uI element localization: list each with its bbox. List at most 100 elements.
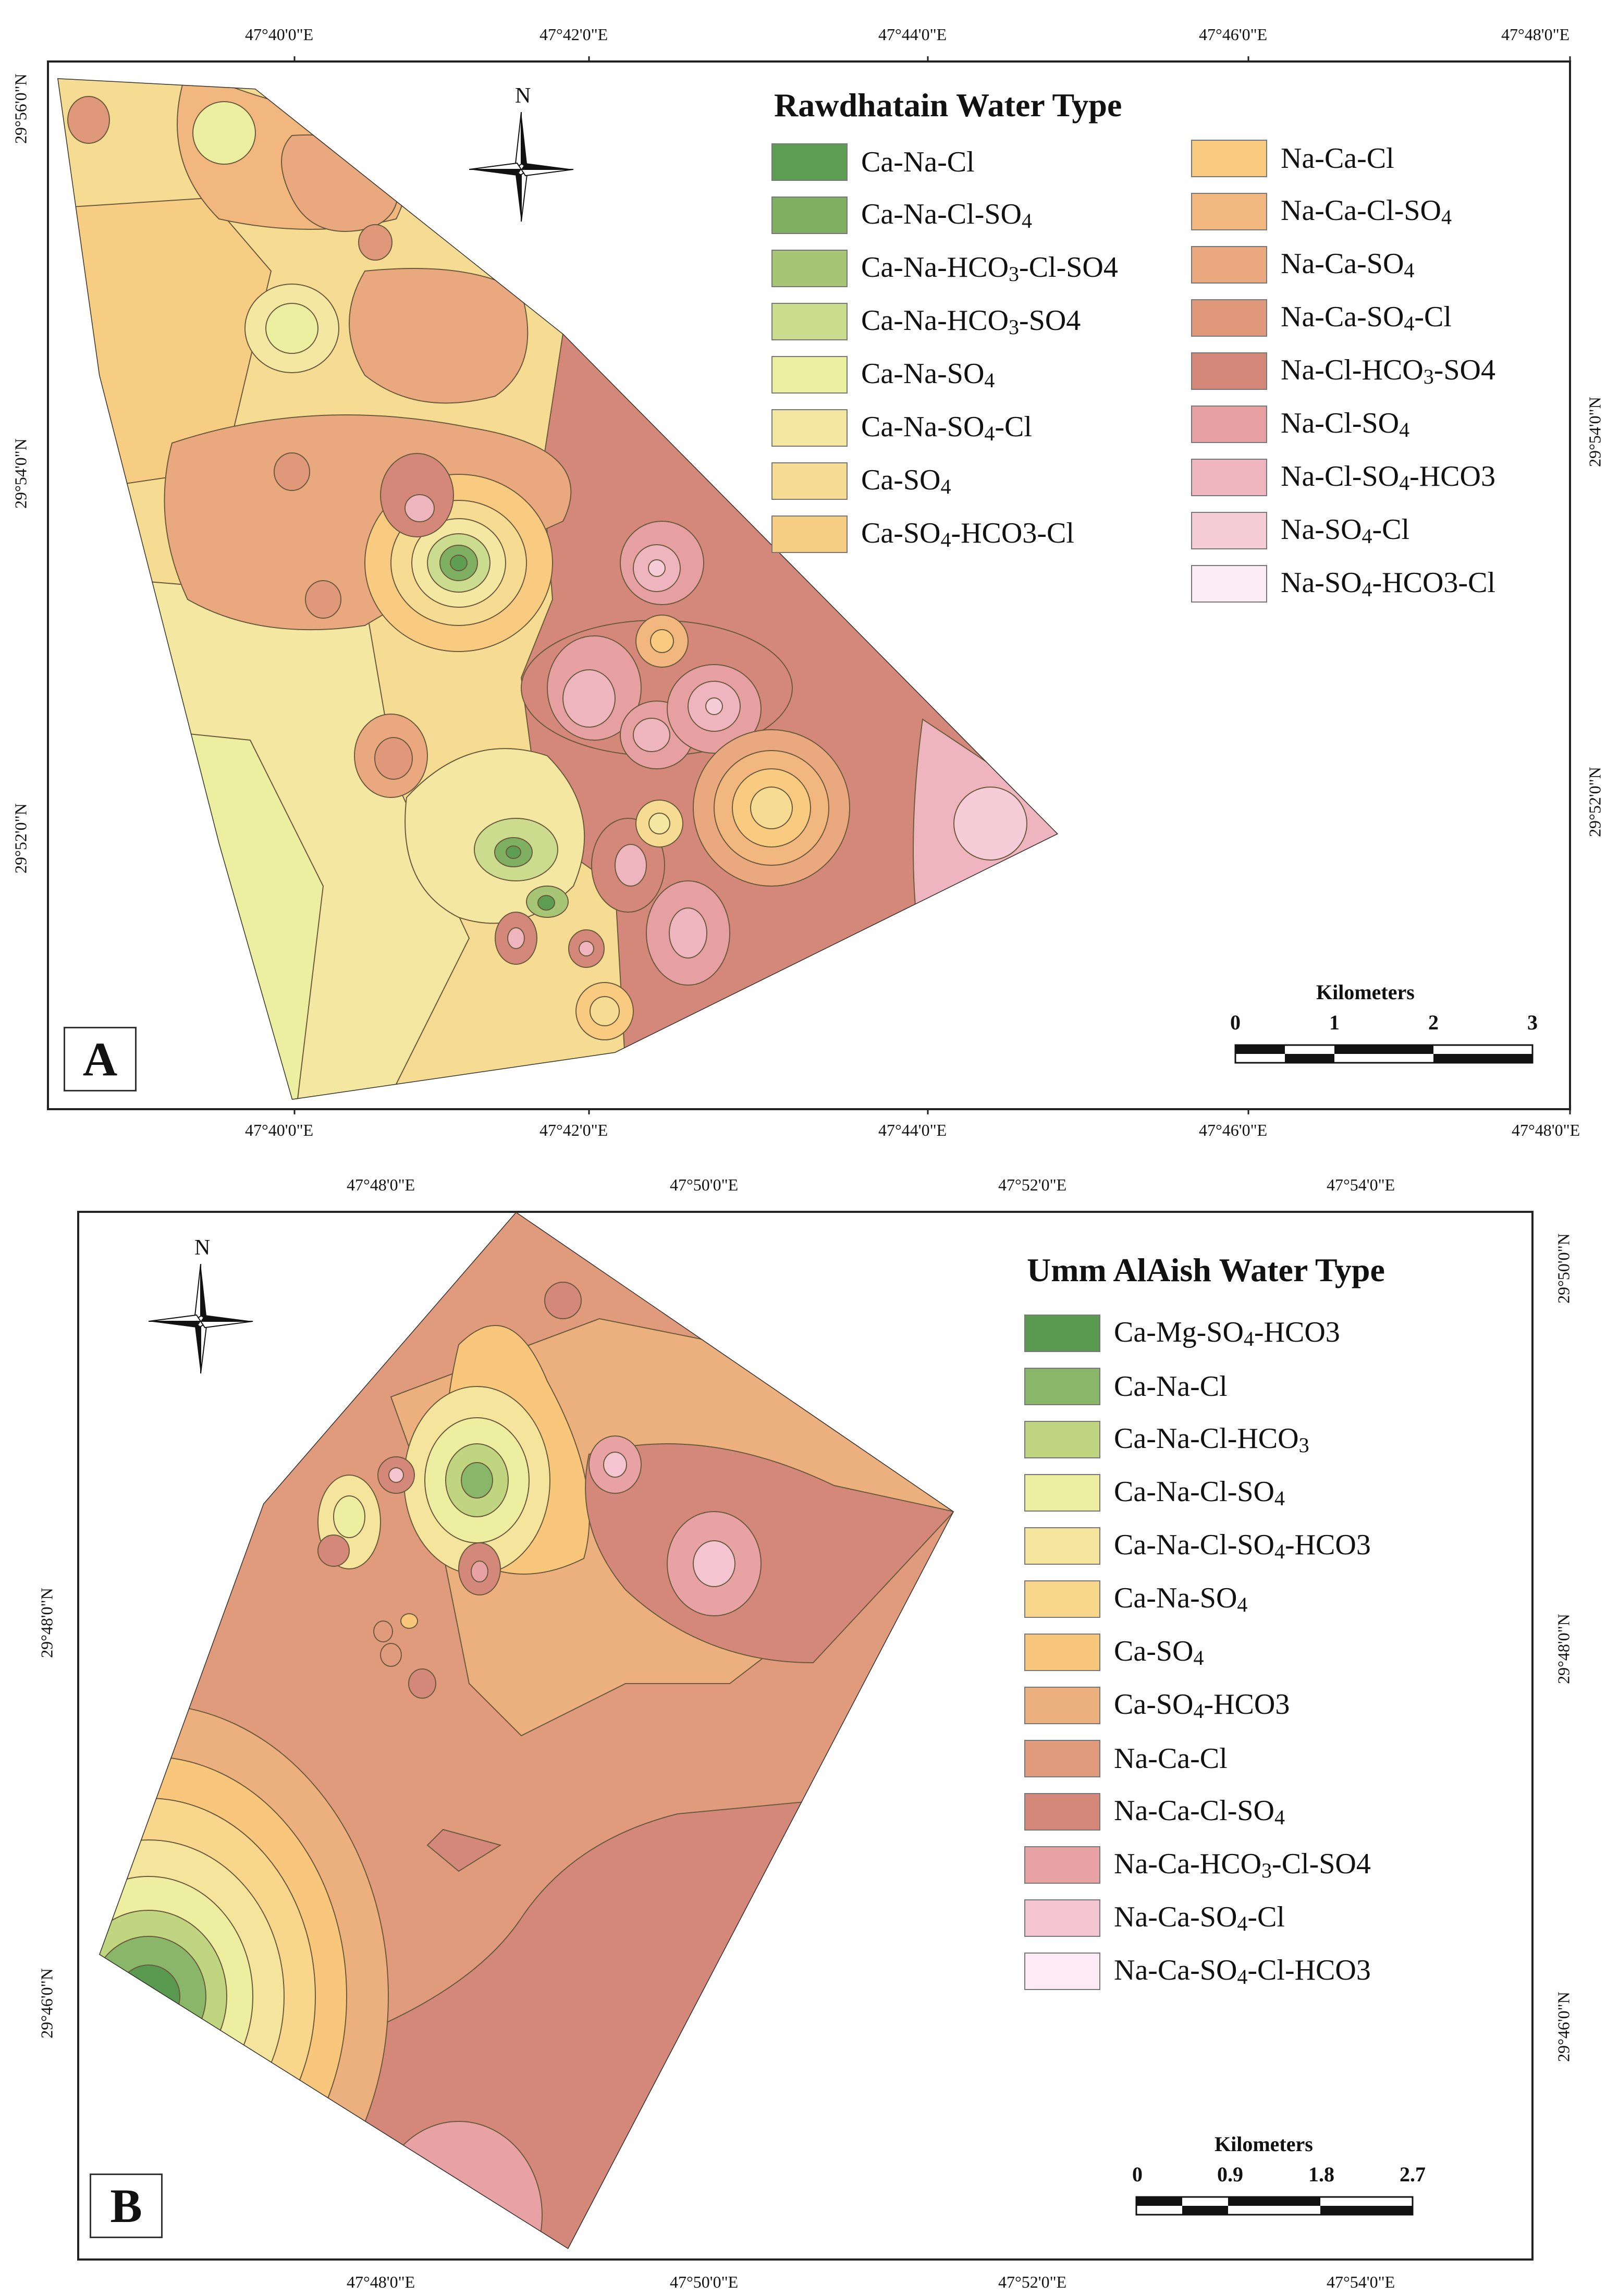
coord-label: 29°56'0"N [11, 73, 30, 144]
panel-b-umm-alaish-map: 47°48'0"E 47°50'0"E 47°52'0"E 47°54'0"E … [0, 1162, 1619, 2296]
legend-item: Ca-Na-SO4-Cl [771, 409, 1032, 447]
legend-label: Ca-Na-Cl-SO4-HCO3 [1114, 1529, 1371, 1563]
legend-swatch [1191, 406, 1267, 443]
scale-bar-graphic [1234, 1044, 1534, 1064]
legend-item: Na-Ca-Cl [1024, 1740, 1228, 1777]
legend-swatch [771, 409, 848, 447]
legend-swatch [771, 143, 848, 181]
legend-swatch [1024, 1421, 1100, 1458]
legend-item: Ca-SO4 [771, 462, 951, 500]
scale-tick: 3 [1527, 1011, 1538, 1034]
coord-label: 47°54'0"E [1327, 2273, 1395, 2291]
scale-tick: 2 [1428, 1011, 1439, 1034]
legend-item: Na-SO4-Cl [1191, 512, 1409, 549]
legend-label: Na-Ca-Cl-SO4 [1281, 194, 1452, 229]
legend-item: Ca-Na-Cl-SO4-HCO3 [1024, 1527, 1371, 1565]
legend-label: Ca-Na-Cl [861, 146, 975, 178]
north-label: N [515, 84, 531, 108]
legend-swatch [1024, 1846, 1100, 1884]
legend-label: Ca-Na-SO4 [861, 358, 995, 392]
legend-label: Ca-Na-HCO3-Cl-SO4 [861, 251, 1118, 286]
legend-label: Na-Ca-Cl [1114, 1742, 1228, 1775]
legend-swatch [1024, 1634, 1100, 1671]
coord-label: 47°42'0"E [539, 25, 608, 44]
legend-item: Ca-Na-Cl-HCO3 [1024, 1421, 1309, 1458]
legend-item: Ca-Na-Cl-SO4 [771, 197, 1032, 234]
legend-label: Na-Cl-SO4 [1281, 407, 1410, 441]
coord-label: 29°54'0"N [11, 438, 30, 509]
legend-item: Ca-Na-SO4 [1024, 1580, 1247, 1618]
legend-swatch [1024, 1527, 1100, 1565]
legend-swatch [1191, 565, 1267, 603]
legend-item: Ca-Na-HCO3-Cl-SO4 [771, 250, 1118, 287]
legend-label: Na-Cl-HCO3-SO4 [1281, 354, 1495, 388]
legend-item: Na-SO4-HCO3-Cl [1191, 565, 1495, 603]
coord-label: 47°46'0"E [1199, 1121, 1268, 1139]
coord-label: 47°48'0"E [347, 2273, 415, 2291]
coord-label: 29°50'0"N [1554, 1233, 1573, 1304]
legend-label: Na-Ca-SO4-Cl [1114, 1901, 1285, 1935]
panel-b-north-arrow: N [149, 1235, 253, 1381]
scale-tick: 2.7 [1400, 2163, 1426, 2186]
legend-swatch [1191, 299, 1267, 337]
coord-label: 47°54'0"E [1327, 1175, 1395, 1194]
scale-tick: 0 [1132, 2163, 1143, 2186]
scale-tick: 0 [1230, 1011, 1241, 1034]
legend-item: Ca-SO4 [1024, 1634, 1204, 1671]
legend-item: Ca-Na-SO4 [771, 356, 995, 394]
coord-label: 29°46'0"N [37, 1968, 56, 2039]
legend-label: Ca-Na-SO4 [1114, 1582, 1248, 1616]
legend-swatch [1191, 512, 1267, 549]
scale-tick: 0.9 [1217, 2163, 1243, 2186]
coord-label: 29°48'0"N [37, 1588, 56, 1658]
legend-item: Na-Cl-SO4-HCO3 [1191, 459, 1495, 496]
legend-swatch [1024, 1793, 1100, 1831]
panel-b-map-svg [77, 1211, 1534, 2261]
legend-label: Na-Ca-SO4 [1281, 248, 1415, 282]
legend-swatch [1024, 1899, 1100, 1937]
panel-b-legend-title: Umm AlAish Water Type [1027, 1251, 1385, 1288]
legend-item: Na-Ca-SO4-Cl-HCO3 [1024, 1953, 1371, 1990]
compass-rose-icon [149, 1264, 253, 1374]
legend-item: Ca-Na-Cl [771, 143, 975, 181]
scale-bar-graphic [1135, 2196, 1414, 2216]
legend-label: Ca-Na-SO4-Cl [861, 411, 1032, 445]
panel-a-north-arrow: N [469, 83, 573, 229]
legend-swatch [1024, 1953, 1100, 1990]
legend-label: Na-SO4-Cl [1281, 513, 1410, 548]
legend-label: Ca-Mg-SO4-HCO3 [1114, 1316, 1340, 1350]
coord-label: 47°50'0"E [670, 2273, 739, 2291]
legend-label: Na-Ca-SO4-Cl [1281, 301, 1452, 335]
legend-item: Ca-SO4-HCO3 [1024, 1687, 1290, 1724]
legend-swatch [771, 356, 848, 394]
legend-label: Ca-SO4 [861, 464, 951, 498]
legend-label: Na-Cl-SO4-HCO3 [1281, 460, 1495, 495]
coord-label: 29°54'0"N [1585, 397, 1604, 467]
legend-swatch [1024, 1474, 1100, 1512]
legend-swatch [771, 250, 848, 287]
panel-b-frame [77, 1211, 1534, 2261]
legend-item: Ca-Na-Cl [1024, 1368, 1228, 1405]
coord-label: 47°50'0"E [670, 1175, 739, 1194]
legend-item: Na-Cl-HCO3-SO4 [1191, 352, 1495, 390]
legend-swatch [1024, 1740, 1100, 1777]
legend-label: Na-Ca-Cl [1281, 142, 1394, 175]
coord-label: 47°52'0"E [998, 1175, 1067, 1194]
panel-a-label: A [64, 1027, 137, 1091]
panel-a-scale-bar: Kilometers 0 1 2 3 [1230, 980, 1538, 1069]
legend-swatch [1024, 1580, 1100, 1618]
panel-a-rawdhatain-map: 47°40'0"E 47°42'0"E 47°44'0"E 47°46'0"E … [11, 25, 1604, 1139]
legend-swatch [771, 197, 848, 234]
legend-item: Ca-Mg-SO4-HCO3 [1024, 1315, 1340, 1352]
legend-label: Ca-Na-Cl [1114, 1370, 1228, 1403]
legend-item: Ca-SO4-HCO3-Cl [771, 515, 1074, 553]
legend-item: Ca-Na-HCO3-SO4 [771, 303, 1081, 340]
legend-item: Na-Ca-Cl [1191, 140, 1394, 177]
coord-label: 47°44'0"E [878, 25, 947, 44]
north-label: N [194, 1236, 211, 1260]
legend-label: Na-SO4-HCO3-Cl [1281, 567, 1495, 601]
coord-label: 47°44'0"E [878, 1121, 947, 1139]
legend-swatch [1191, 140, 1267, 177]
legend-swatch [1191, 246, 1267, 284]
legend-label: Na-Ca-HCO3-Cl-SO4 [1114, 1848, 1371, 1882]
